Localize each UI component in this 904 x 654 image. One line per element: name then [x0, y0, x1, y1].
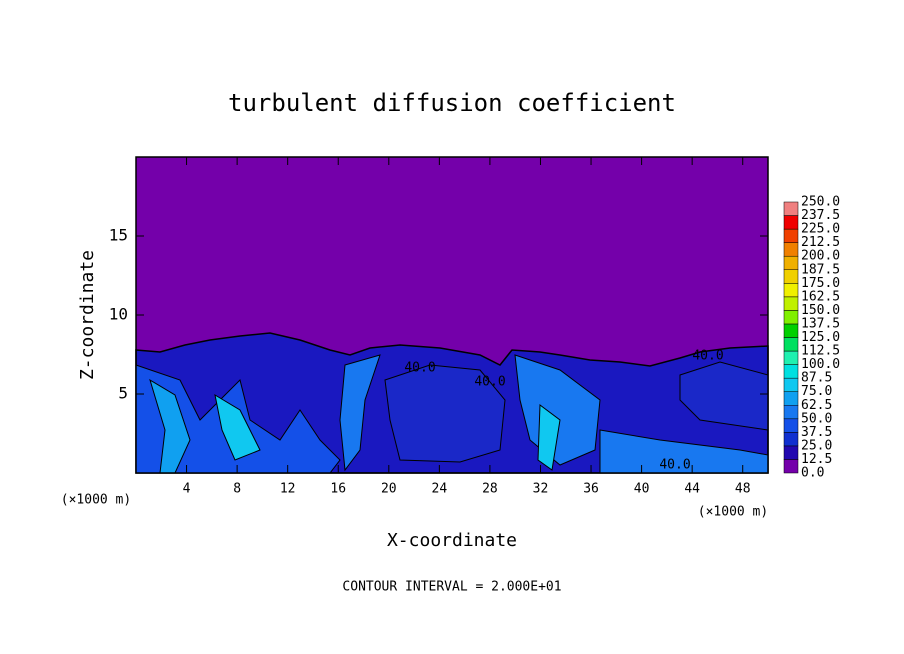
colorbar-label: 25.0: [801, 438, 832, 453]
colorbar-label: 37.5: [801, 425, 832, 440]
field-region: [537, 404, 561, 471]
contour-label: 40.0: [404, 361, 435, 376]
colorbar-band: [783, 296, 799, 311]
colorbar-label: 187.5: [801, 262, 840, 277]
contour-label: 40.0: [474, 375, 505, 390]
colorbar-band: [783, 201, 799, 216]
colorbar-band: [783, 391, 799, 406]
colorbar-label: 87.5: [801, 371, 832, 386]
contour-label: 40.0: [659, 458, 690, 473]
colorbar-label: 75.0: [801, 384, 832, 399]
colorbar-label: 100.0: [801, 357, 840, 372]
colorbar-label: 212.5: [801, 235, 840, 250]
colorbar-band: [783, 269, 799, 284]
colorbar-label: 162.5: [801, 289, 840, 304]
x-axis-label: X-coordinate: [387, 530, 517, 551]
field-region: [384, 364, 506, 463]
colorbar-label: 125.0: [801, 330, 840, 345]
field-region: [214, 393, 261, 461]
x-tick-label: 36: [583, 482, 599, 497]
chart-title: turbulent diffusion coefficient: [228, 89, 676, 117]
colorbar-band: [783, 215, 799, 230]
x-tick-label: 20: [381, 482, 397, 497]
colorbar-label: 50.0: [801, 411, 832, 426]
colorbar-label: 12.5: [801, 452, 832, 467]
colorbar-band: [783, 242, 799, 257]
colorbar-label: 175.0: [801, 276, 840, 291]
y-tick-label: 10: [109, 305, 128, 324]
colorbar-band: [783, 445, 799, 460]
colorbar-label: 112.5: [801, 344, 840, 359]
x-tick-label: 28: [482, 482, 498, 497]
x-tick-label: 40: [634, 482, 650, 497]
x-tick-label: 24: [432, 482, 448, 497]
colorbar-band: [783, 432, 799, 447]
colorbar-band: [783, 364, 799, 379]
y-tick-label: 15: [109, 226, 128, 245]
colorbar-label: 0.0: [801, 466, 824, 481]
field-region: [339, 354, 381, 472]
x-tick-label: 4: [183, 482, 191, 497]
colorbar-band: [783, 337, 799, 352]
contour-label: 40.0: [692, 349, 723, 364]
colorbar-band: [783, 350, 799, 365]
field-region: [514, 354, 601, 466]
x-tick-label: 8: [233, 482, 241, 497]
colorbar-label: 200.0: [801, 249, 840, 264]
x-tick-label: 32: [533, 482, 549, 497]
colorbar-band: [783, 310, 799, 325]
colorbar-label: 150.0: [801, 303, 840, 318]
colorbar-band: [783, 323, 799, 338]
colorbar-label: 250.0: [801, 195, 840, 210]
y-axis-label: Z-coordinate: [77, 250, 98, 380]
x-tick-label: 12: [280, 482, 296, 497]
contour-field: [135, 157, 769, 474]
colorbar-label: 137.5: [801, 316, 840, 331]
colorbar-band: [783, 255, 799, 271]
colorbar-band: [783, 283, 799, 298]
colorbar-band: [783, 228, 799, 243]
colorbar-band: [783, 418, 799, 433]
colorbar-label: 62.5: [801, 398, 832, 413]
colorbar-band: [783, 377, 799, 392]
colorbar-label: 225.0: [801, 222, 840, 237]
contour-interval: CONTOUR INTERVAL = 2.000E+01: [342, 580, 561, 595]
x-tick-label: 44: [684, 482, 700, 497]
x-unit-label: (×1000 m): [61, 493, 131, 508]
x-tick-label: 48: [735, 482, 751, 497]
colorbar-band: [783, 405, 799, 420]
x-unit-label: (×1000 m): [698, 505, 768, 520]
colorbar-band: [783, 459, 799, 474]
colorbar-label: 237.5: [801, 208, 840, 223]
y-tick-label: 5: [118, 384, 128, 403]
x-tick-label: 16: [330, 482, 346, 497]
